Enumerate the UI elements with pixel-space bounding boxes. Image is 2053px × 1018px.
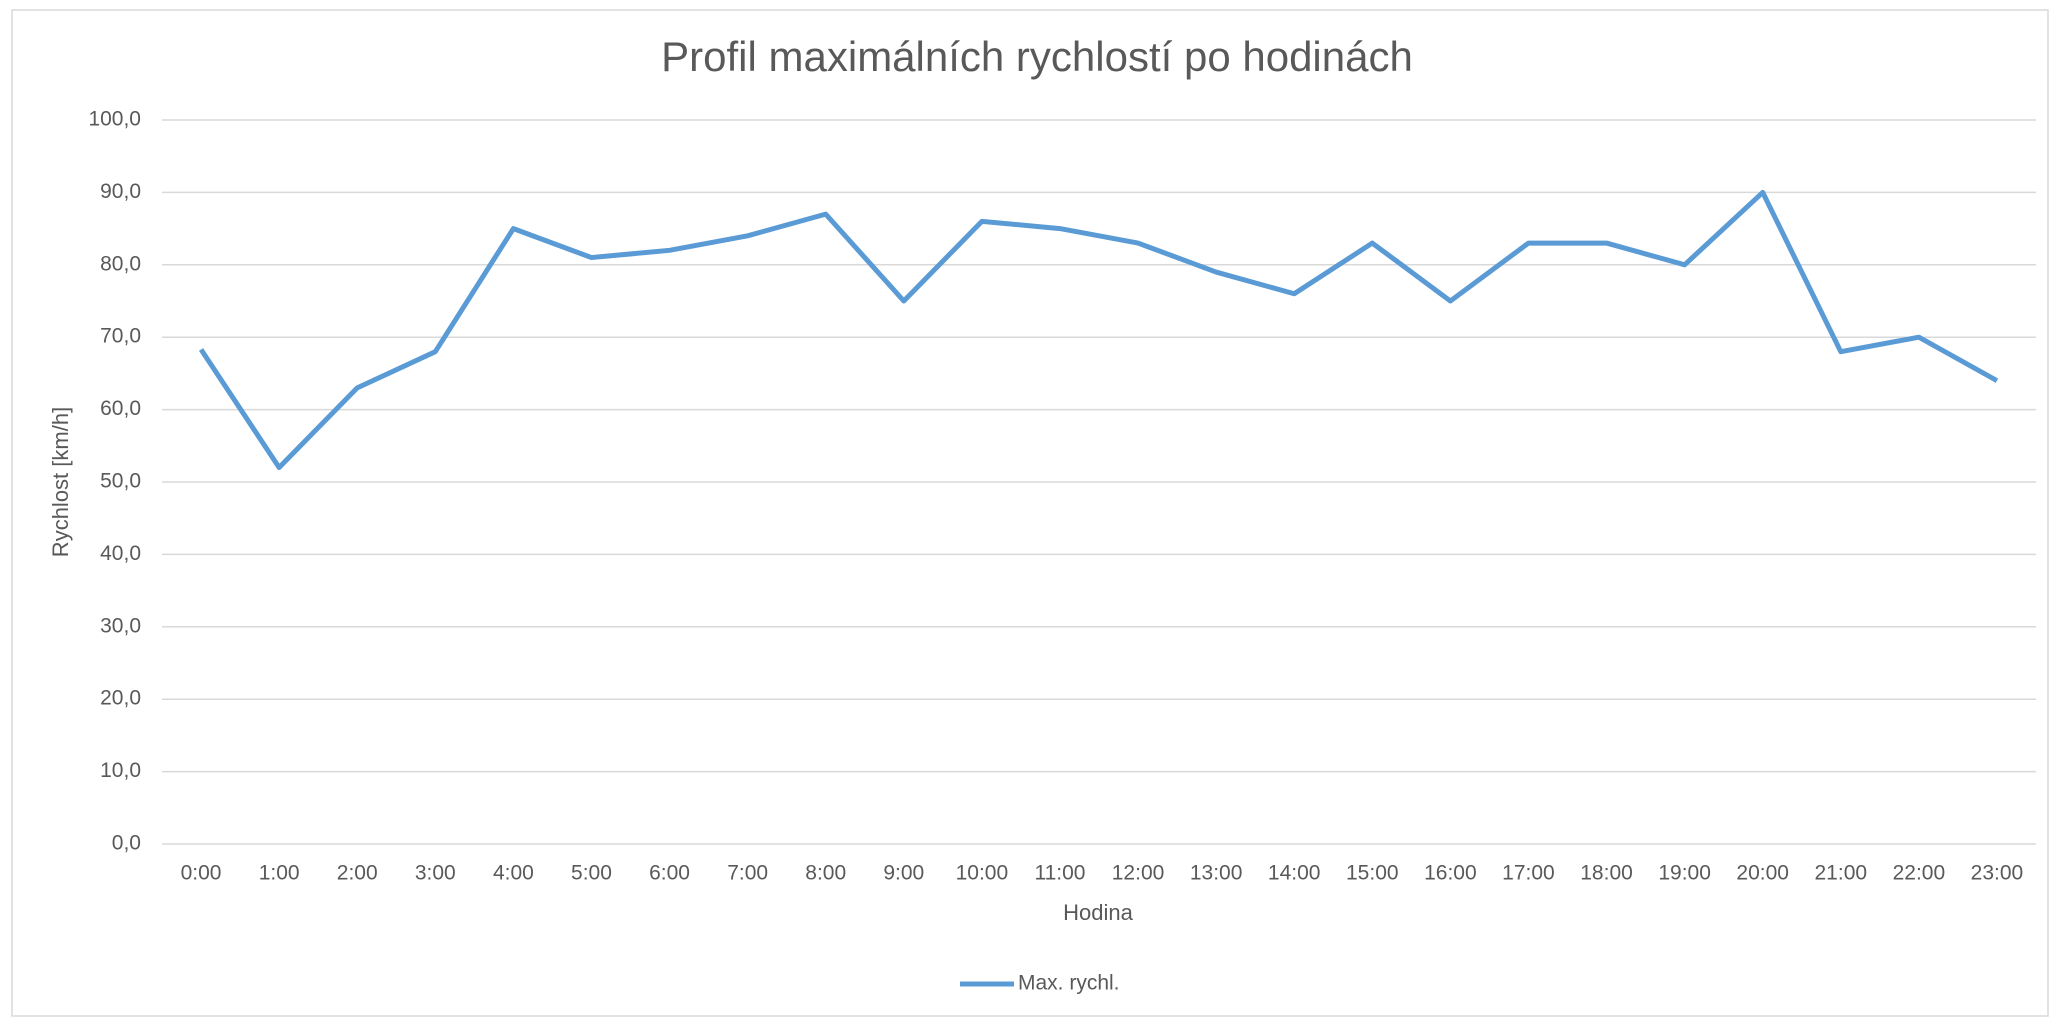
x-tick-label: 1:00: [259, 862, 300, 885]
x-tick-label: 17:00: [1502, 862, 1555, 885]
x-tick-label: 15:00: [1346, 862, 1399, 885]
x-tick-label: 7:00: [727, 862, 768, 885]
y-tick-label: 0,0: [112, 832, 141, 855]
x-tick-label: 23:00: [1971, 862, 2024, 885]
x-tick-label: 21:00: [1815, 862, 1868, 885]
y-tick-label: 100,0: [88, 108, 141, 131]
chart-title: Profil maximálních rychlostí po hodinách: [661, 33, 1413, 80]
y-tick-label: 80,0: [100, 252, 141, 275]
x-tick-label: 9:00: [883, 862, 924, 885]
x-tick-label: 22:00: [1893, 862, 1946, 885]
y-tick-label: 90,0: [100, 180, 141, 203]
x-tick-label: 8:00: [805, 862, 846, 885]
y-tick-label: 30,0: [100, 614, 141, 637]
x-tick-label: 5:00: [571, 862, 612, 885]
x-axis-title: Hodina: [1063, 900, 1133, 925]
x-tick-label: 16:00: [1424, 862, 1477, 885]
x-tick-label: 10:00: [956, 862, 1009, 885]
x-tick-label: 20:00: [1736, 862, 1789, 885]
x-tick-label: 4:00: [493, 862, 534, 885]
x-tick-label: 19:00: [1658, 862, 1711, 885]
x-tick-label: 14:00: [1268, 862, 1321, 885]
legend-label: Max. rychl.: [1018, 972, 1120, 995]
chart-border: [11, 9, 2049, 1017]
y-tick-label: 70,0: [100, 325, 141, 348]
y-axis-title: Rychlost [km/h]: [48, 407, 73, 557]
x-tick-label: 12:00: [1112, 862, 1165, 885]
x-tick-label: 13:00: [1190, 862, 1243, 885]
x-tick-label: 11:00: [1034, 862, 1085, 885]
x-tick-label: 3:00: [415, 862, 456, 885]
x-tick-label: 2:00: [337, 862, 378, 885]
y-tick-label: 50,0: [100, 470, 141, 493]
y-tick-label: 60,0: [100, 397, 141, 420]
y-tick-label: 40,0: [100, 542, 141, 565]
y-tick-label: 20,0: [100, 687, 141, 710]
data-line: [198, 189, 1999, 471]
y-tick-label: 10,0: [100, 759, 141, 782]
x-tick-label: 18:00: [1580, 862, 1633, 885]
x-tick-label: 0:00: [181, 862, 222, 885]
x-tick-label: 6:00: [649, 862, 690, 885]
